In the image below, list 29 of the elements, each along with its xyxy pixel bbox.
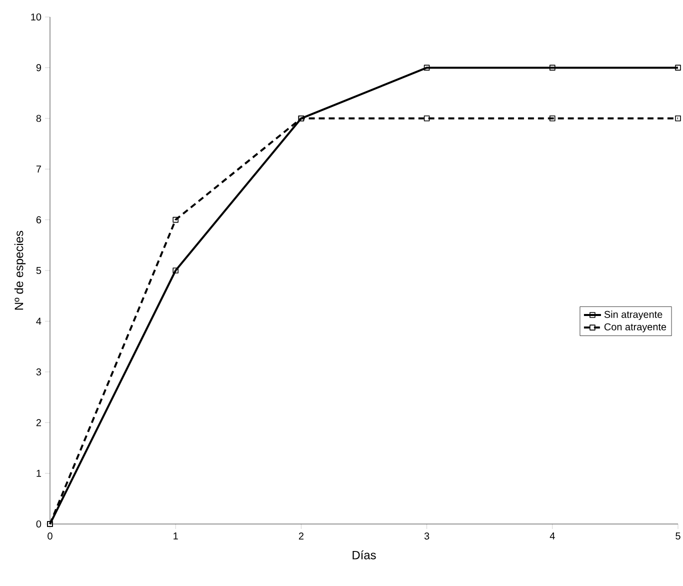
point [172, 268, 178, 274]
legend-label: Con atrayente [604, 323, 666, 332]
x-tick-label: 5 [676, 532, 680, 540]
y-tick-label: 8 [36, 114, 42, 122]
x-tick-label: 0 [48, 532, 52, 540]
point [550, 64, 556, 71]
x-axis-title: Días [352, 550, 376, 560]
x-tick-label: 3 [424, 532, 430, 540]
y-tick-label: 10 [31, 13, 42, 21]
y-tick-label: 6 [36, 216, 42, 224]
y-axis-title: Nº de especies [14, 230, 26, 310]
point [172, 216, 178, 223]
y-tick-label: 9 [36, 64, 42, 72]
x-tick-label: 1 [174, 532, 178, 540]
x-tick-label: 2 [298, 532, 304, 540]
point [550, 115, 556, 122]
point [424, 64, 430, 71]
x-tick-label: 4 [550, 532, 555, 540]
legend-label: Sin atrayente [604, 310, 662, 320]
y-tick-label: 2 [36, 419, 41, 426]
y-tick-label: 3 [36, 368, 42, 376]
y-tick-label: 5 [36, 267, 42, 274]
y-tick-label: 4 [36, 318, 42, 325]
y-tick-label: 0 [36, 520, 42, 528]
y-tick-label: 7 [36, 166, 41, 173]
y-tick-label: 1 [36, 470, 41, 477]
point [424, 115, 430, 122]
point [675, 64, 681, 71]
point [675, 115, 681, 122]
